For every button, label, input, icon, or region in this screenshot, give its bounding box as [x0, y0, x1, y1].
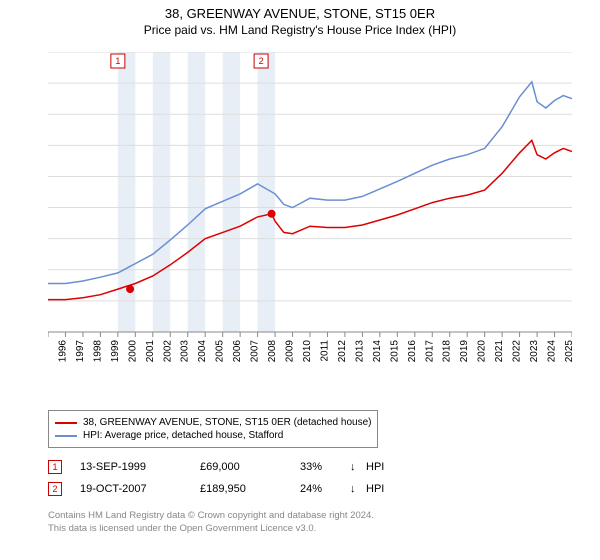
svg-text:2005: 2005 — [215, 340, 226, 363]
legend-item: 38, GREENWAY AVENUE, STONE, ST15 0ER (de… — [55, 417, 371, 428]
chart-footer: Contains HM Land Registry data © Crown c… — [48, 510, 374, 536]
svg-text:2010: 2010 — [302, 340, 313, 363]
chart-legend: 38, GREENWAY AVENUE, STONE, ST15 0ER (de… — [48, 410, 378, 448]
sale-hpi-label: HPI — [366, 483, 406, 495]
svg-text:2011: 2011 — [319, 340, 330, 362]
svg-text:2018: 2018 — [442, 340, 453, 363]
chart-titles: 38, GREENWAY AVENUE, STONE, ST15 0ER Pri… — [0, 0, 600, 37]
svg-text:2004: 2004 — [197, 340, 208, 363]
down-arrow-icon: ↓ — [350, 483, 366, 495]
svg-text:2000: 2000 — [127, 340, 138, 363]
svg-text:2007: 2007 — [250, 340, 261, 363]
chart-title: 38, GREENWAY AVENUE, STONE, ST15 0ER — [0, 6, 600, 21]
chart-svg: £0£50K£100K£150K£200K£250K£300K£350K£400… — [48, 52, 572, 372]
svg-text:2022: 2022 — [512, 340, 523, 363]
svg-text:2013: 2013 — [354, 340, 365, 363]
svg-text:1998: 1998 — [92, 340, 103, 363]
sale-pct: 24% — [300, 483, 350, 495]
sale-price: £189,950 — [200, 483, 300, 495]
legend-item: HPI: Average price, detached house, Staf… — [55, 430, 371, 441]
sale-hpi-label: HPI — [366, 461, 406, 473]
svg-text:1996: 1996 — [57, 340, 68, 363]
svg-text:2024: 2024 — [547, 340, 558, 363]
svg-text:1995: 1995 — [48, 340, 51, 363]
sales-table: 1 13-SEP-1999 £69,000 33% ↓ HPI 2 19-OCT… — [48, 456, 406, 500]
sale-marker-box: 1 — [48, 460, 62, 474]
svg-text:2023: 2023 — [529, 340, 540, 363]
footer-line: This data is licensed under the Open Gov… — [48, 523, 374, 536]
svg-text:2002: 2002 — [162, 340, 173, 363]
sale-row: 2 19-OCT-2007 £189,950 24% ↓ HPI — [48, 478, 406, 500]
legend-swatch — [55, 435, 77, 437]
legend-label: 38, GREENWAY AVENUE, STONE, ST15 0ER (de… — [83, 417, 371, 428]
svg-text:2006: 2006 — [232, 340, 243, 363]
legend-swatch — [55, 422, 77, 424]
sale-date: 19-OCT-2007 — [80, 483, 200, 495]
svg-text:2020: 2020 — [477, 340, 488, 363]
svg-text:2017: 2017 — [424, 340, 435, 363]
down-arrow-icon: ↓ — [350, 461, 366, 473]
legend-label: HPI: Average price, detached house, Staf… — [83, 430, 283, 441]
sale-row: 1 13-SEP-1999 £69,000 33% ↓ HPI — [48, 456, 406, 478]
chart-plot-area: £0£50K£100K£150K£200K£250K£300K£350K£400… — [48, 52, 572, 372]
sale-date: 13-SEP-1999 — [80, 461, 200, 473]
chart-subtitle: Price paid vs. HM Land Registry's House … — [0, 23, 600, 37]
svg-text:2012: 2012 — [337, 340, 348, 363]
svg-text:2001: 2001 — [145, 340, 156, 363]
svg-text:2021: 2021 — [494, 340, 505, 363]
svg-text:2009: 2009 — [285, 340, 296, 363]
svg-text:2019: 2019 — [459, 340, 470, 363]
svg-text:2016: 2016 — [407, 340, 418, 363]
chart-container: 38, GREENWAY AVENUE, STONE, ST15 0ER Pri… — [0, 0, 600, 560]
svg-text:2015: 2015 — [389, 340, 400, 363]
svg-text:2014: 2014 — [372, 340, 383, 363]
svg-text:2003: 2003 — [180, 340, 191, 363]
sale-pct: 33% — [300, 461, 350, 473]
footer-line: Contains HM Land Registry data © Crown c… — [48, 510, 374, 523]
svg-text:1999: 1999 — [110, 340, 121, 363]
sale-marker-box: 2 — [48, 482, 62, 496]
svg-text:1: 1 — [115, 56, 120, 66]
svg-text:2025: 2025 — [564, 340, 572, 363]
svg-text:2008: 2008 — [267, 340, 278, 363]
svg-text:1997: 1997 — [75, 340, 86, 363]
sale-price: £69,000 — [200, 461, 300, 473]
svg-text:2: 2 — [259, 56, 264, 66]
